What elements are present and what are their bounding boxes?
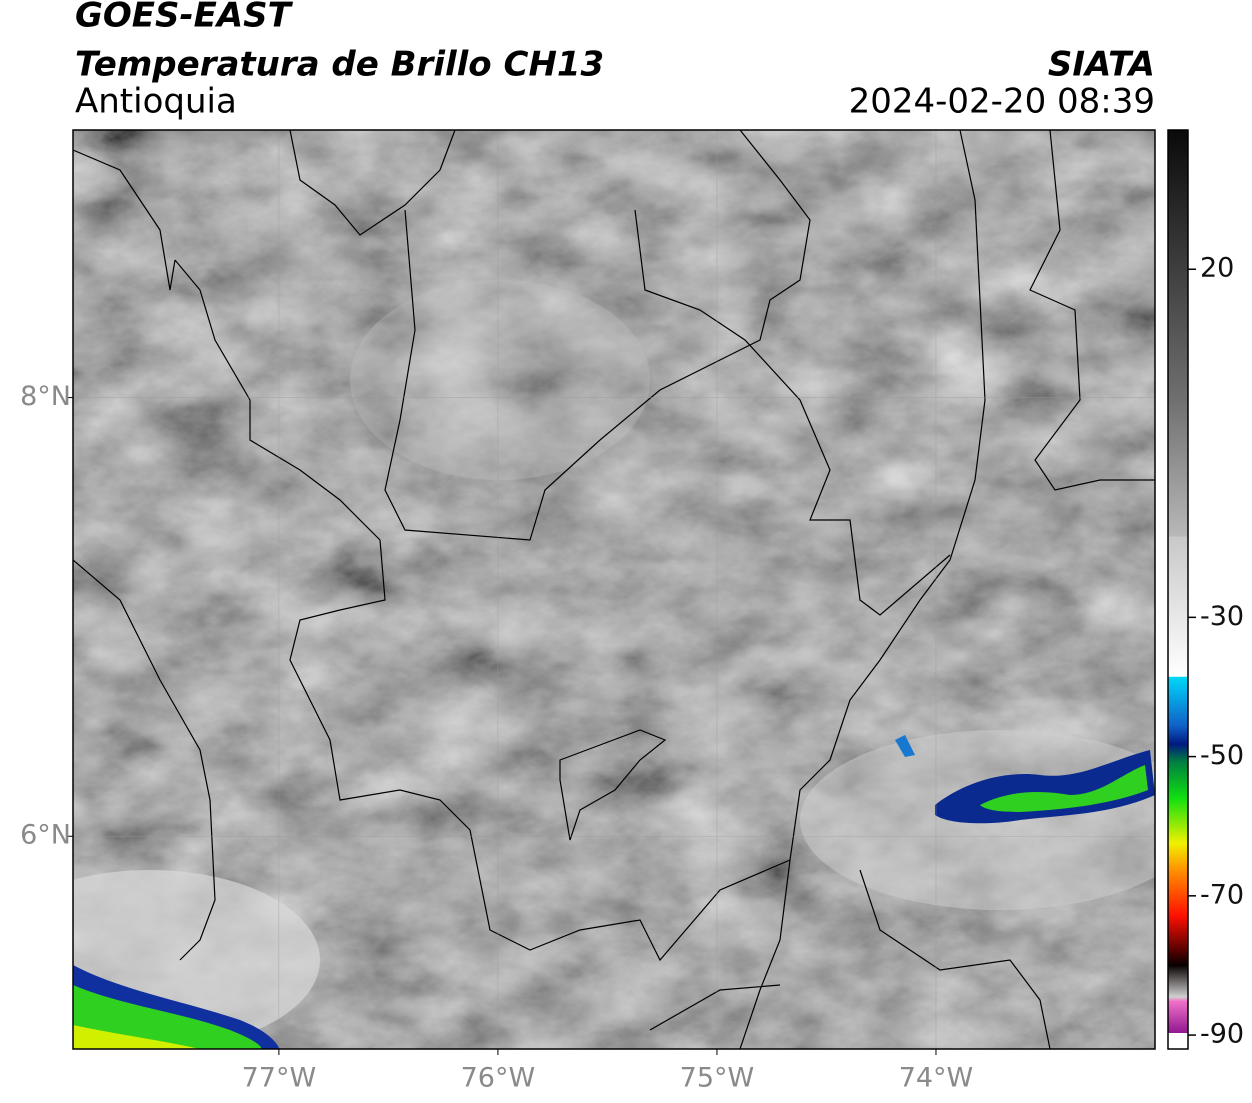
x-tick-label: 77°W: [242, 1063, 317, 1094]
x-tick-label: 74°W: [899, 1063, 974, 1094]
department-border: [634, 209, 951, 616]
x-tick-label: 76°W: [461, 1063, 536, 1094]
colorbar-under: [1168, 1033, 1188, 1049]
coastline: [73, 149, 176, 291]
x-tick-label: 75°W: [680, 1063, 755, 1094]
colorbar-tick-label: -90: [1200, 1019, 1244, 1050]
graticule: [73, 130, 1155, 1049]
cold-cloud: [73, 1025, 200, 1049]
colorbar-tick-label: -30: [1200, 601, 1244, 632]
borders: [73, 130, 1155, 1049]
colorbar-tick-label: -70: [1200, 879, 1244, 910]
title: GOES-EAST: [75, 0, 294, 36]
cold-cloud: [73, 985, 262, 1049]
cold-cloud: [980, 765, 1148, 812]
map-image: [73, 130, 1155, 1049]
datetime: 2024-02-20 08:39: [849, 82, 1155, 122]
colorbar-tick-label: -50: [1200, 740, 1244, 771]
y-tick-label: 6°N: [20, 820, 71, 851]
bright-cloud: [350, 280, 650, 480]
country-border: [1029, 130, 1155, 491]
subtitle: Temperatura de Brillo CH13: [75, 45, 604, 85]
colorbar-frame: [1167, 129, 1189, 1050]
colorbar-tick-label: 20: [1200, 253, 1234, 284]
department-border: [73, 559, 216, 961]
coastline: [289, 130, 456, 236]
y-tick-label: 8°N: [20, 381, 71, 412]
colorbar: [1168, 130, 1188, 1033]
department-border: [649, 859, 1051, 1049]
municipality-border: [559, 729, 667, 841]
cold-cloud: [895, 735, 915, 757]
map-frame: [72, 129, 1156, 1050]
region: Antioquia: [75, 82, 237, 122]
source: SIATA: [1048, 45, 1155, 85]
department-border: [384, 130, 811, 541]
department-border: [174, 130, 986, 962]
